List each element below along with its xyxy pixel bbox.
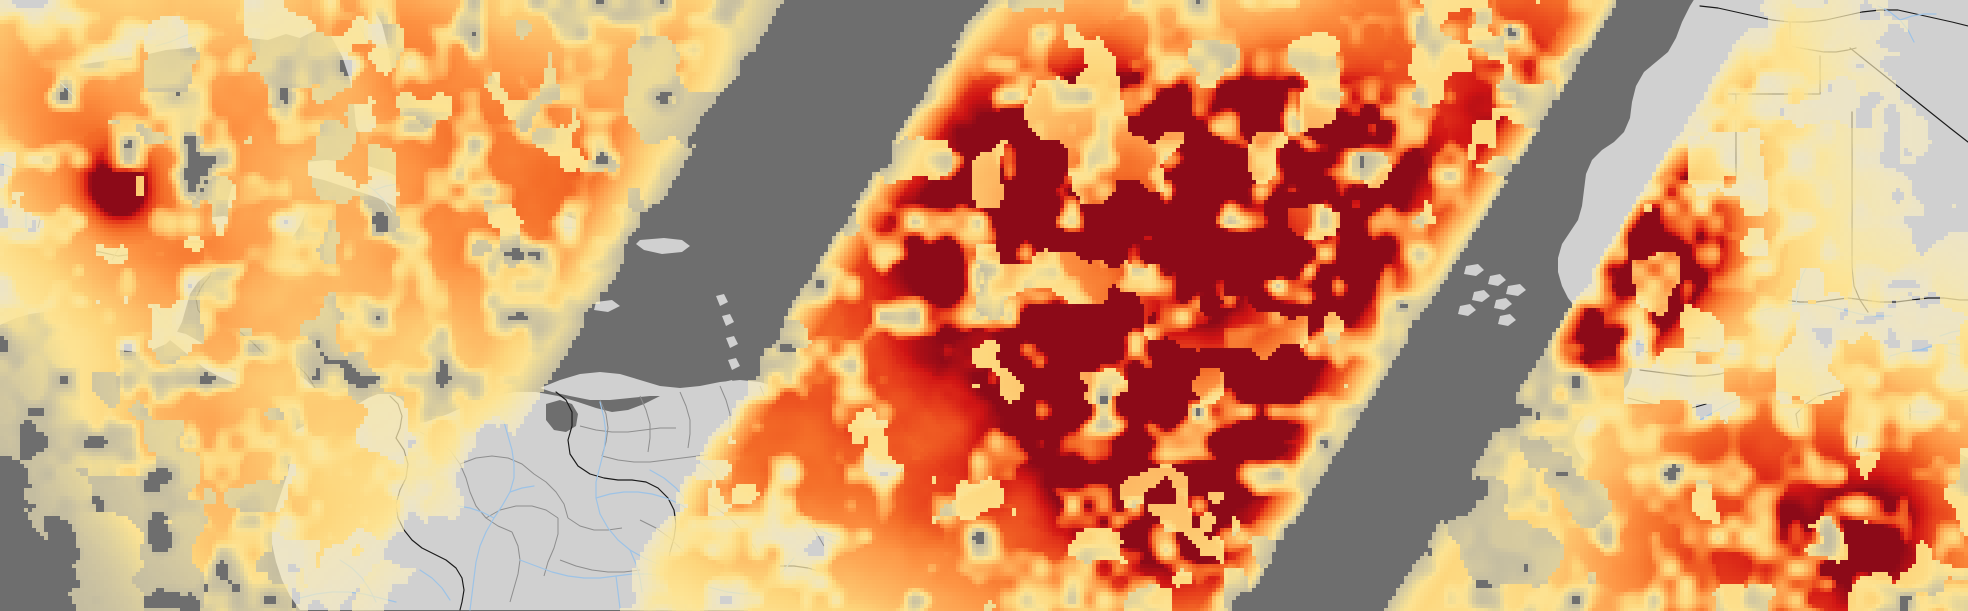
- map-viewport[interactable]: [0, 0, 1968, 611]
- aerosol-data-layer: [0, 0, 1968, 611]
